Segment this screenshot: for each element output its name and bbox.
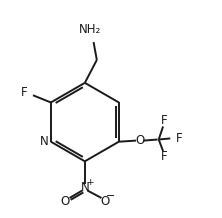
Text: +: + (86, 178, 93, 187)
Text: F: F (21, 86, 28, 99)
Text: −: − (105, 191, 115, 201)
Text: F: F (176, 132, 182, 145)
Text: F: F (161, 150, 167, 164)
Text: O: O (135, 134, 144, 147)
Text: O: O (60, 195, 69, 208)
Text: N: N (80, 181, 89, 194)
Text: N: N (40, 135, 48, 148)
Text: F: F (161, 114, 167, 127)
Text: NH₂: NH₂ (79, 23, 101, 36)
Text: O: O (101, 195, 110, 208)
